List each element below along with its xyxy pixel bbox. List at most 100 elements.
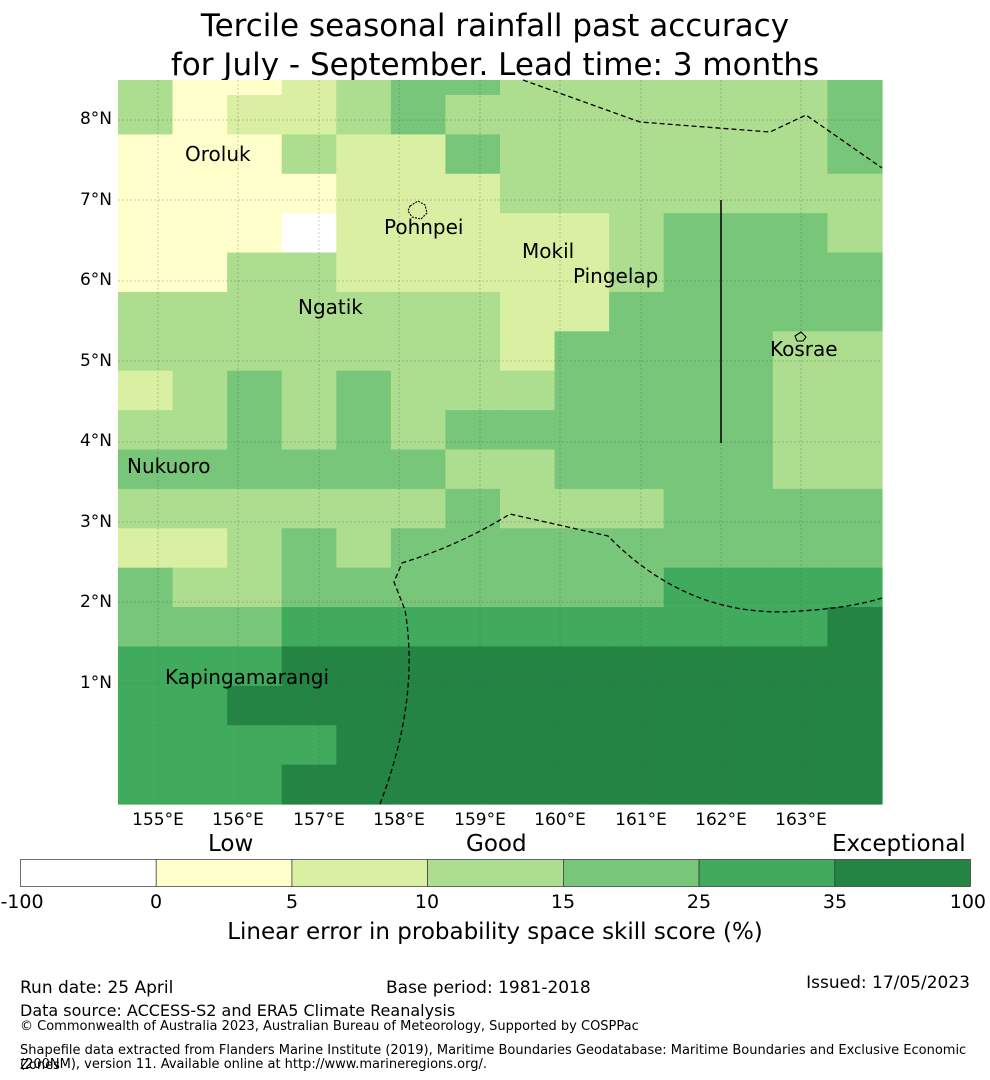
grid-cell: [554, 173, 610, 214]
grid-cell: [827, 291, 883, 332]
grid-cell: [390, 567, 447, 608]
grid-cell: [772, 685, 829, 726]
base-period: Base period: 1981-2018: [386, 978, 591, 998]
lon-label-159e: 159°E: [454, 810, 506, 830]
grid-cell: [336, 449, 392, 490]
lat-label-6n: 6°N: [79, 270, 112, 290]
lat-label-1n: 1°N: [79, 673, 112, 693]
grid-cell: [772, 331, 829, 372]
place-label-oroluk: Oroluk: [185, 142, 251, 166]
grid-cell: [336, 685, 392, 726]
grid-cell: [118, 410, 174, 451]
place-label-nukuoro: Nukuoro: [127, 454, 211, 478]
grid-cell: [500, 370, 556, 411]
grid-cell: [336, 567, 392, 608]
grid-cell: [772, 488, 829, 529]
grid-cell: [336, 646, 392, 687]
grid-cell: [663, 764, 719, 805]
grid-cell: [663, 449, 719, 490]
grid-cell: [118, 764, 174, 805]
eez-boundary-north: [522, 79, 883, 169]
grid-cell: [554, 370, 610, 411]
grid-cell: [827, 331, 883, 372]
grid-cell: [554, 607, 610, 648]
eez-boundaries: [379, 79, 883, 805]
grid-cell: [281, 410, 337, 451]
grid-cell: [118, 607, 174, 648]
grid-cell: [336, 252, 392, 293]
lon-label-155e: 155°E: [132, 810, 184, 830]
grid-cell: [663, 607, 719, 648]
grid-cell: [609, 567, 665, 608]
grid-cell: [118, 370, 174, 411]
grid-cell: [827, 173, 883, 214]
grid-cell: [390, 449, 447, 490]
grid-cell: [227, 410, 283, 451]
grid-cell: [336, 764, 392, 805]
colorbar-tick-25: 25: [686, 891, 712, 913]
grid-cell: [390, 331, 447, 372]
grid-cell: [827, 370, 883, 411]
grid-cell: [390, 725, 447, 766]
grid-cell: [281, 607, 337, 648]
grid-cell: [445, 567, 501, 608]
grid-cell: [172, 80, 228, 96]
grid-cell: [281, 291, 337, 332]
grid-cell: [172, 488, 228, 529]
grid-cell: [336, 95, 392, 135]
grid-cell: [718, 291, 774, 332]
grid-cell: [827, 449, 883, 490]
grid-cell: [172, 449, 228, 490]
grid-cell: [118, 449, 174, 490]
grid-cell: [445, 764, 501, 805]
grid-cell: [227, 607, 283, 648]
grid-cell: [609, 252, 665, 293]
grid-cell: [772, 607, 829, 648]
grid-cell: [172, 567, 228, 608]
grid-cell: [390, 528, 447, 569]
grid-cell: [663, 410, 719, 451]
grid-cell: [118, 291, 174, 332]
grid-cell: [172, 725, 228, 766]
grid-cell: [827, 725, 883, 766]
grid-cell: [227, 291, 283, 332]
grid-cell: [172, 370, 228, 411]
grid-cell: [609, 80, 665, 96]
grid-cell: [500, 449, 556, 490]
grid-cell: [554, 685, 610, 726]
grid-cell: [445, 95, 501, 135]
grid-cell: [772, 173, 829, 214]
grid-cell: [827, 685, 883, 726]
grid-cell: [554, 80, 610, 96]
grid-cell: [172, 95, 228, 135]
grid-cell: [390, 213, 447, 254]
grid-cell: [281, 80, 337, 96]
grid-cell: [718, 528, 774, 569]
grid-cell: [172, 607, 228, 648]
grid-cell: [718, 764, 774, 805]
lat-label-8n: 8°N: [79, 109, 112, 129]
run-date: Run date: 25 April: [20, 978, 174, 998]
grid-cell: [718, 725, 774, 766]
grid-cell: [281, 331, 337, 372]
colorbar-title: Linear error in probability space skill …: [227, 919, 763, 945]
grid-cell: [281, 95, 337, 135]
grid-cell: [227, 252, 283, 293]
grid-cell: [609, 213, 665, 254]
grid-cell: [772, 252, 829, 293]
grid-cell: [609, 488, 665, 529]
place-label-pingelap: Pingelap: [573, 264, 659, 288]
grid-cell: [554, 291, 610, 332]
grid-cell: [390, 607, 447, 648]
grid-cell: [445, 646, 501, 687]
grid-cell: [445, 80, 501, 96]
grid-cell: [390, 80, 447, 96]
grid-cell: [281, 685, 337, 726]
grid-cell: [445, 252, 501, 293]
grid-cell: [827, 764, 883, 805]
grid-cell: [609, 134, 665, 175]
grid-cell: [445, 291, 501, 332]
lat-label-3n: 3°N: [79, 512, 112, 532]
grid-cell: [827, 488, 883, 529]
grid-cell: [772, 80, 829, 96]
